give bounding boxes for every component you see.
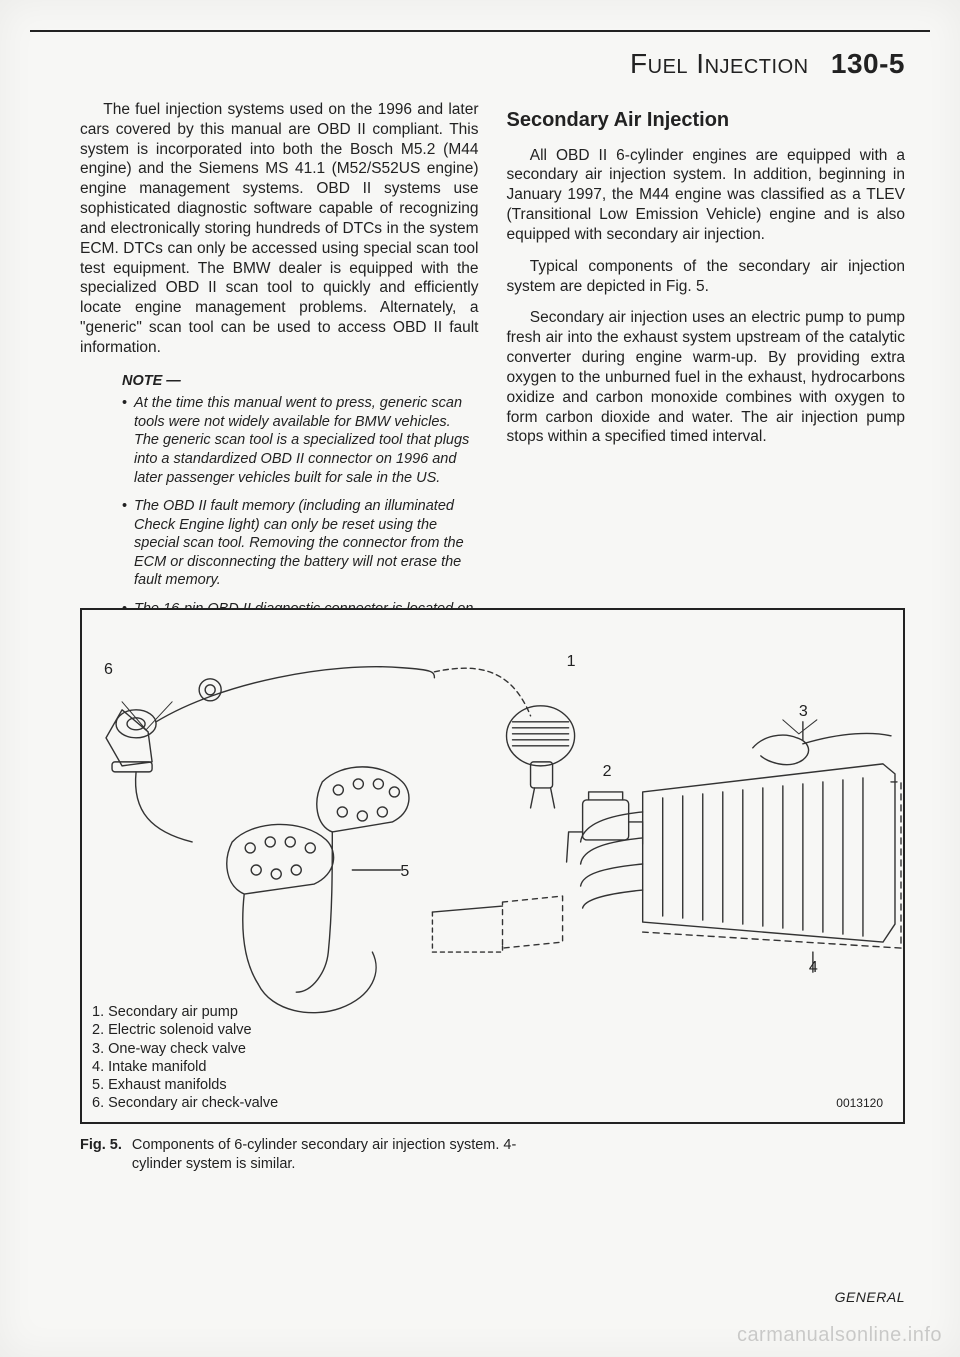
watermark: carmanualsonline.info [737, 1324, 942, 1347]
caption-text: Components of 6-cylinder secondary air i… [132, 1136, 516, 1174]
figure-caption: Fig. 5. Components of 6-cylinder seconda… [80, 1136, 516, 1174]
right-p2: Typical components of the secondary air … [507, 257, 906, 297]
figure-5-box: 1 2 3 4 5 6 1. Secondary air pump 2. Ele… [80, 608, 905, 1124]
header-title: Fuel Injection [630, 48, 809, 79]
body-columns: The fuel injection systems used on the 1… [80, 100, 905, 647]
exhaust-manifold-icon [227, 767, 409, 1013]
page-header: Fuel Injection 130-5 [630, 48, 905, 80]
header-page-number: 130-5 [831, 48, 905, 79]
legend-4: 4. Intake manifold [92, 1058, 278, 1076]
section-footer: GENERAL [835, 1289, 905, 1305]
legend-3: 3. One-way check valve [92, 1040, 278, 1058]
legend-1: 1. Secondary air pump [92, 1003, 278, 1021]
callout-5: 5 [400, 863, 409, 880]
caption-label: Fig. 5. [80, 1136, 122, 1174]
legend-6: 6. Secondary air check-valve [92, 1094, 278, 1112]
note-item-2: The OBD II fault memory (including an il… [122, 497, 479, 590]
callout-6: 6 [104, 661, 113, 678]
note-label: NOTE — [122, 372, 479, 391]
intake-manifold-icon [581, 764, 901, 948]
left-column: The fuel injection systems used on the 1… [80, 100, 479, 647]
callout-1: 1 [567, 653, 576, 670]
check-valve-6-icon [106, 710, 156, 772]
note-item-1: At the time this manual went to press, g… [122, 394, 479, 487]
solenoid-valve-icon [567, 792, 643, 862]
header-rule [30, 30, 930, 32]
legend-2: 2. Electric solenoid valve [92, 1021, 278, 1039]
section-heading: Secondary Air Injection [507, 108, 906, 134]
note-block: NOTE — At the time this manual went to p… [122, 372, 479, 637]
right-column: Secondary Air Injection All OBD II 6-cyl… [507, 100, 906, 647]
legend-5: 5. Exhaust manifolds [92, 1076, 278, 1094]
manual-page: Fuel Injection 130-5 The fuel injection … [0, 0, 960, 1357]
figure-ref-number: 0013120 [836, 1096, 883, 1110]
figure-legend: 1. Secondary air pump 2. Electric soleno… [92, 1003, 278, 1112]
callout-3: 3 [799, 703, 808, 720]
right-p3: Secondary air injection uses an electric… [507, 308, 906, 447]
right-p1: All OBD II 6-cylinder engines are equipp… [507, 146, 906, 245]
one-way-valve-icon [753, 720, 891, 765]
callout-2: 2 [603, 763, 612, 780]
callout-4: 4 [809, 959, 818, 976]
air-pump-icon [507, 706, 575, 808]
left-p1: The fuel injection systems used on the 1… [80, 100, 479, 358]
